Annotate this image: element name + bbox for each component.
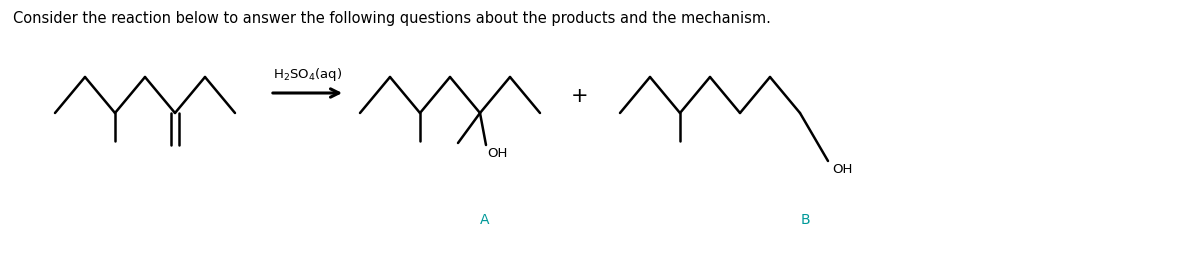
Text: +: + bbox=[571, 86, 589, 106]
Text: A: A bbox=[480, 213, 490, 227]
Text: H$_2$SO$_4$(aq): H$_2$SO$_4$(aq) bbox=[272, 66, 342, 83]
Text: OH: OH bbox=[487, 147, 508, 160]
Text: OH: OH bbox=[832, 163, 852, 176]
Text: B: B bbox=[800, 213, 810, 227]
Text: Consider the reaction below to answer the following questions about the products: Consider the reaction below to answer th… bbox=[13, 11, 770, 26]
